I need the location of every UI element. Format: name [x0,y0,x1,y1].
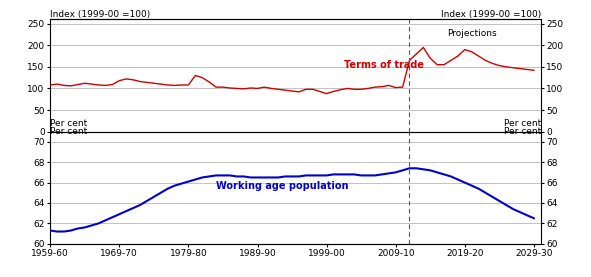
Text: Index (1999-00 =100): Index (1999-00 =100) [440,9,541,19]
Text: Per cent: Per cent [504,127,541,136]
Text: Per cent: Per cent [50,127,87,136]
Text: Per cent: Per cent [504,119,541,128]
Text: Per cent: Per cent [50,119,87,128]
Text: Index (1999-00 =100): Index (1999-00 =100) [50,9,151,19]
Text: Projections: Projections [447,29,496,38]
Text: Terms of trade: Terms of trade [344,60,424,70]
Text: Working age population: Working age population [216,181,349,191]
